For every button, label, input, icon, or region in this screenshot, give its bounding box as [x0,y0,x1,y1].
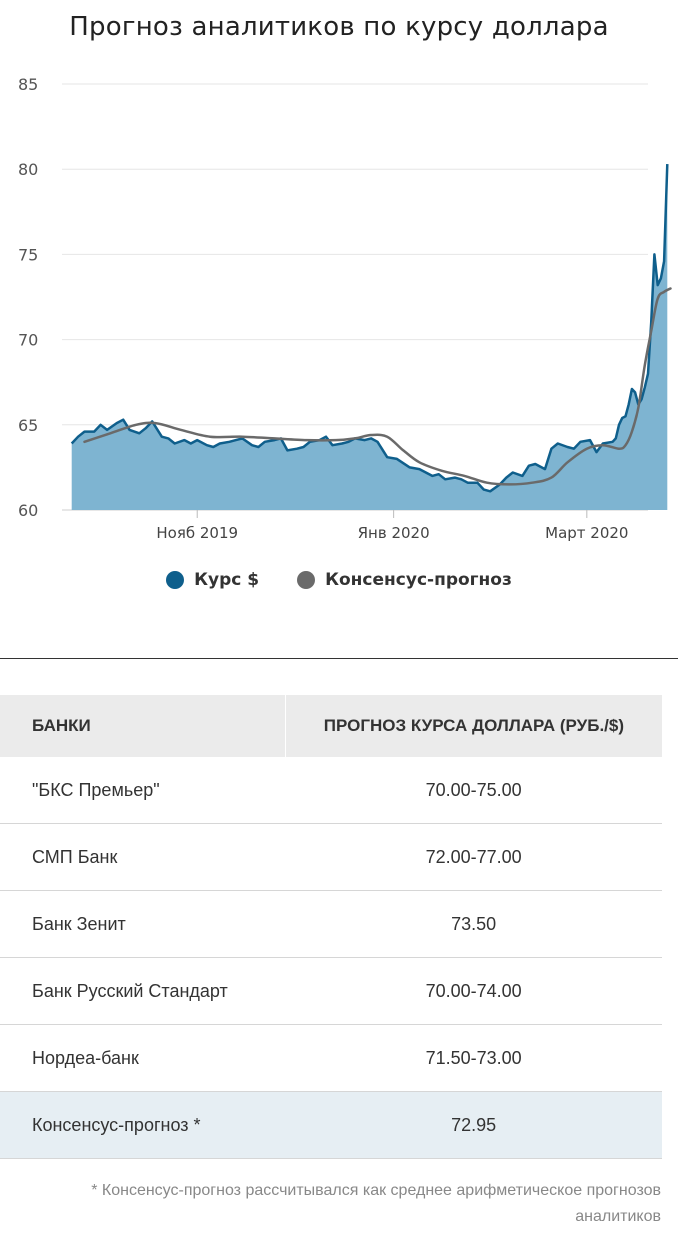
legend-dot-rate-icon [166,571,185,589]
table-row: Нордеа-банк 71.50-73.00 [0,1024,662,1092]
bank-name: СМП Банк [0,823,286,891]
bank-name: Банк Зенит [0,890,286,958]
table-row: Банк Русский Стандарт 70.00-74.00 [0,957,662,1025]
legend-label-rate: Курс $ [194,570,260,590]
forecast-value: 72.95 [285,1091,662,1159]
bank-name: Нордеа-банк [0,1024,286,1092]
forecast-value: 73.50 [285,890,662,958]
section-divider [0,658,678,659]
y-tick-label: 70 [18,331,38,350]
forecast-value: 72.00-77.00 [285,823,662,891]
forecast-value: 71.50-73.00 [285,1024,662,1092]
legend-dot-consensus-icon [297,571,316,589]
table-row: Банк Зенит 73.50 [0,890,662,958]
forecast-value: 70.00-75.00 [285,757,662,824]
forecast-table: Банки Прогноз курса доллара (руб./$) "БК… [0,695,662,1159]
y-tick-label: 65 [18,416,38,435]
legend-label-consensus: Консенсус-прогноз [325,570,512,590]
chart-plot: 60 65 70 75 80 85 Нояб 2019 Янв 2020 Март 2020 [18,75,672,542]
series-area-rate [71,164,668,510]
chart-title: Прогноз аналитиков по курсу доллара [69,12,609,42]
legend-item-rate[interactable]: Курс $ [166,570,259,590]
bank-name: "БКС Премьер" [0,757,286,824]
y-tick-label: 75 [18,245,38,264]
x-tick-label: Нояб 2019 [156,524,238,542]
legend-item-consensus[interactable]: Консенсус-прогноз [297,570,512,590]
forecast-value: 70.00-74.00 [285,957,662,1025]
footnote: * Консенсус-прогноз рассчитывался как ср… [91,1182,661,1225]
table-row: СМП Банк 72.00-77.00 [0,823,662,891]
header-forecast: Прогноз курса доллара (руб./$) [284,695,662,757]
y-tick-label: 60 [18,501,38,520]
bank-name: Консенсус-прогноз * [0,1091,286,1159]
x-tick-label: Янв 2020 [358,524,430,542]
bank-name: Банк Русский Стандарт [0,957,286,1025]
chart-legend: Курс $ Консенсус-прогноз [0,570,678,590]
table-row: "БКС Премьер" 70.00-75.00 [0,757,662,824]
header-banks: Банки [0,695,286,757]
table-header-row: Банки Прогноз курса доллара (руб./$) [0,695,662,757]
y-tick-label: 80 [18,160,38,179]
table-row-consensus: Консенсус-прогноз * 72.95 [0,1091,662,1159]
series-line-rate [70,164,669,493]
x-tick-label: Март 2020 [545,524,628,542]
series-line-consensus [83,287,672,486]
y-tick-label: 85 [18,75,38,94]
